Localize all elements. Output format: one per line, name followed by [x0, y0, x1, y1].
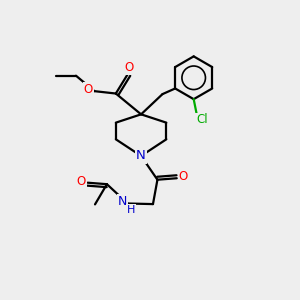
Text: H: H [127, 205, 136, 215]
Text: N: N [118, 195, 127, 208]
Text: N: N [136, 149, 146, 162]
Text: Cl: Cl [196, 113, 208, 127]
Text: O: O [124, 61, 134, 74]
Text: O: O [76, 175, 86, 188]
Text: O: O [84, 83, 93, 96]
Text: O: O [179, 170, 188, 183]
